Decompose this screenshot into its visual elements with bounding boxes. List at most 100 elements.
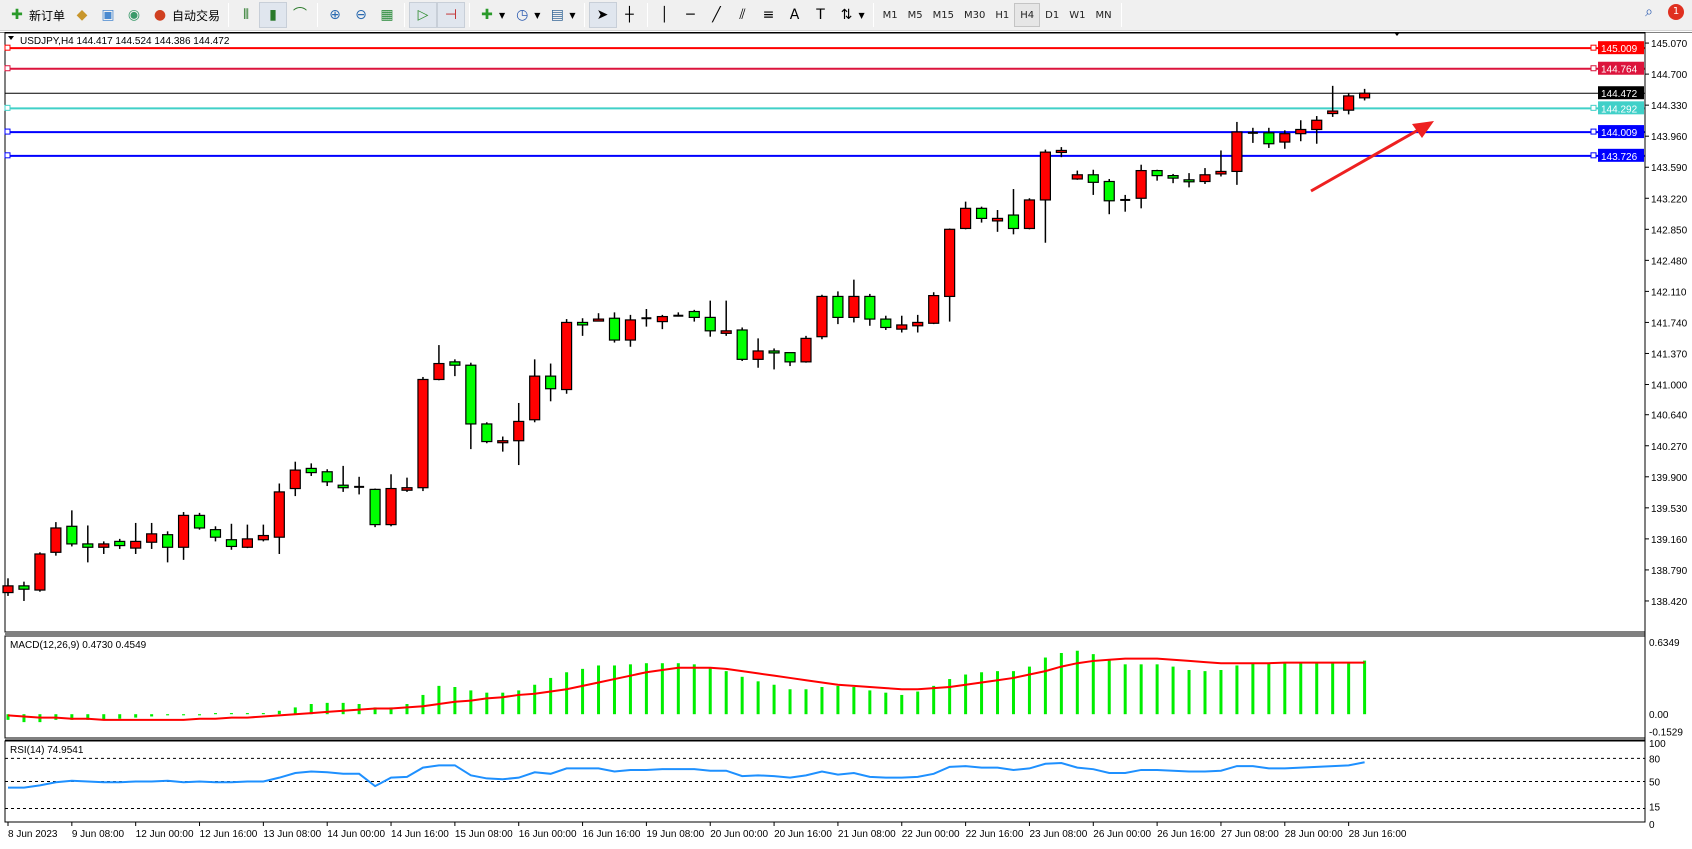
candle xyxy=(560,319,573,394)
zoom-in-button[interactable]: ⊕ xyxy=(322,2,348,28)
timeframe-w1[interactable]: W1 xyxy=(1069,9,1086,21)
cursor-button[interactable]: ➤ xyxy=(588,2,617,28)
candle-body xyxy=(1199,174,1211,183)
candle xyxy=(305,463,317,476)
candle-body xyxy=(177,514,190,548)
text-button[interactable]: A xyxy=(782,2,808,28)
candle xyxy=(417,376,429,492)
dropdown-arrow-icon: ▼ xyxy=(499,10,506,20)
time-label: 14 Jun 16:00 xyxy=(391,829,449,840)
candle xyxy=(688,309,700,322)
candle xyxy=(1279,130,1291,149)
candle-body xyxy=(848,295,860,318)
horizontal-line-icon: ─ xyxy=(686,7,695,23)
chart-shift-button[interactable]: ⊣ xyxy=(437,2,466,28)
price-level-tag xyxy=(1598,125,1644,139)
time-label: 16 Jun 16:00 xyxy=(583,829,641,840)
zoom-out-button[interactable]: ⊖ xyxy=(348,2,374,28)
timeframe-m30[interactable]: M30 xyxy=(964,9,986,21)
candle-body xyxy=(704,316,716,332)
bar-chart-button[interactable]: ⫴ xyxy=(233,2,259,28)
tile-windows-button[interactable]: ▦ xyxy=(374,2,400,28)
timeframe-m1[interactable]: M1 xyxy=(882,9,898,21)
text-label-button[interactable]: T xyxy=(808,2,834,28)
candle xyxy=(354,476,365,495)
candle xyxy=(449,359,461,377)
chart-window[interactable]: 145.070 144.700 144.330 143.960 143.590 143.2… xyxy=(0,32,1692,849)
separator xyxy=(583,3,585,27)
macd-axis-label: -0.1529 xyxy=(1649,728,1683,739)
separator xyxy=(1120,3,1122,27)
time-label: 12 Jun 16:00 xyxy=(200,829,258,840)
candle-body xyxy=(975,207,988,220)
indicators-button[interactable]: ✚ ▼ xyxy=(474,2,509,28)
new-order-button[interactable]: ✚ 新订单 xyxy=(4,2,69,28)
chart-shift-icon: ⊣ xyxy=(444,7,458,23)
candlestick-button[interactable]: ▮ xyxy=(259,2,288,28)
level-handle xyxy=(1590,44,1597,51)
periods-button[interactable]: ◷ ▼ xyxy=(509,2,544,28)
dropdown-arrow-icon: ▼ xyxy=(534,10,541,20)
crosshair-button[interactable]: ┼ xyxy=(617,2,643,28)
time-label: 20 Jun 16:00 xyxy=(774,829,832,840)
templates-button[interactable]: ▤ ▼ xyxy=(544,2,579,28)
price-label: 140.640 xyxy=(1651,411,1688,422)
arrows-button[interactable]: ⇅ ▼ xyxy=(834,2,869,28)
vertical-line-button[interactable]: │ xyxy=(652,2,678,28)
candle-body xyxy=(1023,199,1036,230)
time-label: 27 Jun 08:00 xyxy=(1221,829,1279,840)
timeframe-d1[interactable]: D1 xyxy=(1045,9,1060,21)
candle-body xyxy=(1311,119,1323,131)
price-label: 143.590 xyxy=(1651,163,1688,174)
signals-button[interactable]: ◉ xyxy=(121,2,147,28)
price-label: 142.110 xyxy=(1651,287,1687,298)
timeframe-mn[interactable]: MN xyxy=(1095,9,1112,21)
candle-body xyxy=(832,295,844,318)
equidistant-channel-button[interactable]: ⫽ xyxy=(730,2,756,28)
timeframe-h4[interactable]: H4 xyxy=(1014,3,1041,27)
candle xyxy=(816,294,828,340)
candle-body xyxy=(241,538,253,548)
line-chart-button[interactable]: ⌒ xyxy=(287,2,313,28)
candle-body xyxy=(1151,169,1163,177)
auto-scroll-button[interactable]: ▷ xyxy=(409,2,438,28)
candle xyxy=(975,206,988,223)
search-icon[interactable]: ⌕ xyxy=(1645,4,1653,20)
auto-trading-button[interactable]: ● 自动交易 xyxy=(147,2,224,28)
notification-badge[interactable]: 1 xyxy=(1668,4,1684,20)
time-label: 26 Jun 00:00 xyxy=(1093,829,1151,840)
candle-body xyxy=(465,364,477,425)
candle-body xyxy=(560,321,573,391)
candle-body xyxy=(305,467,317,474)
candle xyxy=(576,318,589,336)
navigator-button[interactable]: ▣ xyxy=(95,2,121,28)
candle-body xyxy=(864,295,876,320)
separator xyxy=(872,3,874,27)
price-level-value: 144.009 xyxy=(1601,128,1638,139)
candle-body xyxy=(896,324,908,330)
trendline-button[interactable]: ╱ xyxy=(704,2,730,28)
timeframe-m15[interactable]: M15 xyxy=(932,9,955,21)
price-label: 144.700 xyxy=(1651,70,1688,81)
time-label: 8 Jun 2023 xyxy=(8,829,58,840)
fibonacci-button[interactable]: ≡ xyxy=(756,2,782,28)
market-watch-button[interactable]: ◆ xyxy=(69,2,95,28)
candle-body xyxy=(959,207,972,230)
candle xyxy=(481,422,493,444)
timeframe-m5[interactable]: M5 xyxy=(907,9,923,21)
candle xyxy=(1295,120,1307,142)
candle-body xyxy=(481,423,493,443)
level-handle xyxy=(4,44,11,51)
candle xyxy=(912,314,924,333)
timeframe-h1[interactable]: H1 xyxy=(995,9,1010,21)
candle-body xyxy=(289,469,301,490)
level-handle xyxy=(1590,65,1597,72)
level-handle xyxy=(4,104,11,111)
level-handle xyxy=(4,128,11,135)
horizontal-line-button[interactable]: ─ xyxy=(678,2,704,28)
candle-body xyxy=(114,540,126,547)
candle-body xyxy=(545,375,557,390)
candle-body xyxy=(991,217,1004,222)
candle xyxy=(641,309,652,327)
candle xyxy=(18,581,30,601)
